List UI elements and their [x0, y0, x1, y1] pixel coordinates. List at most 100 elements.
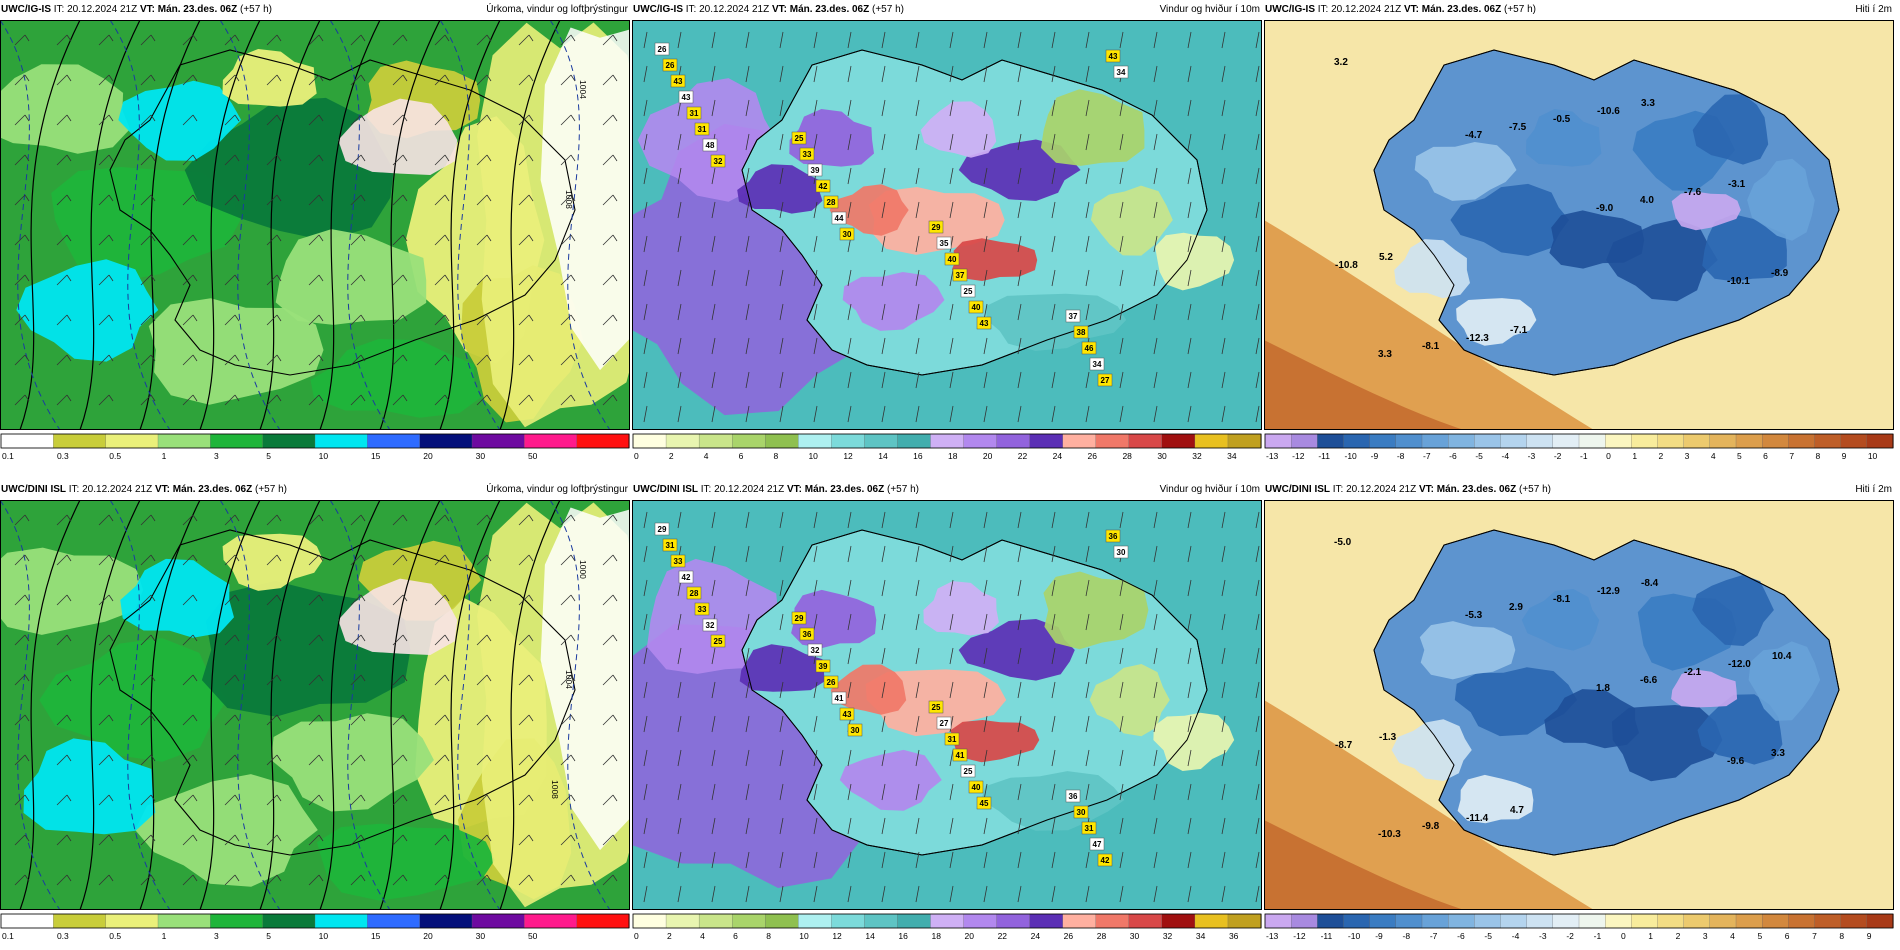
- wind-barb: [476, 634, 488, 646]
- precip-cell: [0, 547, 144, 635]
- wind-barb: [434, 674, 446, 686]
- map-area[interactable]: 1000 1004 1008: [0, 500, 630, 910]
- map-area[interactable]: 29 29 25 36 31 36 27 30 33 32 31 31 42 39 41 47 28 26 25 42…: [632, 500, 1262, 910]
- wind-barb-flag: [192, 34, 198, 42]
- panel-temp-igis: UWC/IG-IS IT: 20.12.2024 21Z VT: Mán. 23…: [1264, 0, 1894, 465]
- wind-arrow: [1187, 65, 1192, 83]
- colorbar-swatch: [1500, 913, 1528, 929]
- wind-barb-flag: [66, 394, 72, 402]
- wind-barb-flag: [318, 554, 324, 562]
- temp-label: -8.7: [1335, 740, 1353, 751]
- wind-arrow: [1153, 885, 1158, 903]
- gust-label-box: [1113, 545, 1129, 559]
- gust-label-text: 32: [714, 157, 723, 166]
- wind-barb-flag: [318, 794, 324, 802]
- it-label: IT:: [1332, 484, 1344, 495]
- wind-barb-flag: [192, 234, 198, 242]
- wind-barb: [602, 274, 614, 286]
- map-area[interactable]: 1004 1008: [0, 20, 630, 430]
- wind-barb: [560, 874, 572, 886]
- wind-barb-flag: [528, 714, 534, 722]
- colorbar-swatch: [1194, 433, 1229, 449]
- colorbar-canvas: -13 -12 -11 -10 -9 -8 -7 -6 -5 -4 -3 -2 -1 0 1 2 3 4 5 6 7 8 9: [1264, 913, 1894, 941]
- colorbar-swatch: [157, 433, 211, 449]
- wind-barb: [392, 394, 404, 406]
- wind-barb-flag: [234, 874, 240, 882]
- wind-barb: [602, 754, 614, 766]
- wind-barb-flag: [318, 234, 324, 242]
- wind-barb: [350, 314, 362, 326]
- wind-arrow: [915, 371, 920, 389]
- wind-barb-flag: [360, 674, 366, 682]
- wind-barb-flag: [150, 634, 156, 642]
- wind-barb: [224, 594, 236, 606]
- wind-arrow: [779, 545, 784, 563]
- wind-barb-flag: [234, 274, 240, 282]
- wind-barb-flag: [570, 794, 576, 802]
- colorbar-swatch: [1474, 433, 1502, 449]
- colorbar-swatch: [1343, 433, 1371, 449]
- gust-label: 36: [799, 627, 815, 641]
- wind-arrow: [1187, 511, 1192, 529]
- gust-label-text: 42: [819, 182, 828, 191]
- wind-barb-flag: [24, 794, 30, 802]
- wind-arrow: [1017, 851, 1022, 869]
- wind-arrow: [1051, 235, 1056, 253]
- gust-label-box: [710, 154, 726, 168]
- wind-barb: [224, 354, 236, 366]
- gust-label-text: 36: [1069, 792, 1078, 801]
- temp-label: -8.9: [1771, 268, 1789, 279]
- wind-barb: [266, 754, 278, 766]
- wind-arrow: [1221, 749, 1226, 767]
- colorbar-tick-label: -10: [1345, 451, 1358, 461]
- gust-label-box: [1105, 529, 1121, 543]
- wind-arrow: [881, 405, 886, 423]
- wind-barb: [602, 154, 614, 166]
- wind-arrow: [1051, 269, 1056, 287]
- wind-arrow: [1051, 99, 1056, 117]
- wind-barb: [182, 114, 194, 126]
- wind-arrow: [847, 31, 852, 49]
- wind-barb-flag: [612, 554, 618, 562]
- map-frame: [1264, 20, 1894, 430]
- wind-barb-flag: [192, 834, 198, 842]
- wind-barb: [560, 714, 572, 726]
- wind-barb: [224, 754, 236, 766]
- colorbar-tick-label: 8: [774, 451, 779, 461]
- wind-barb: [602, 354, 614, 366]
- wind-barb: [518, 834, 530, 846]
- wind-arrow: [1119, 885, 1124, 903]
- wind-barb: [182, 154, 194, 166]
- colorbar-swatch: [1264, 433, 1292, 449]
- wind-barb-flag: [276, 554, 282, 562]
- wind-barb-flag: [234, 194, 240, 202]
- wind-barb-flag: [318, 874, 324, 882]
- wind-arrow: [711, 405, 716, 423]
- precip-cell: [16, 259, 159, 362]
- wind-barb-flag: [234, 714, 240, 722]
- wind-arrow: [1017, 167, 1022, 185]
- wind-barb-flag: [444, 674, 450, 682]
- colorbar-tick-label: -4: [1512, 931, 1520, 941]
- wind-barb-flag: [570, 514, 576, 522]
- wind-barb: [602, 34, 614, 46]
- wind-arrow: [949, 851, 954, 869]
- colorbar-tick-label: 50: [528, 451, 538, 461]
- wind-barb-flag: [108, 794, 114, 802]
- map-area[interactable]: -5.0 -5.3 1.8 -9.6 -10.3 2.9 -6.6 3.3 -9.8 -8.1 -2…: [1264, 500, 1894, 910]
- gust-label-text: 25: [964, 767, 973, 776]
- map-area[interactable]: 3.2 -4.7 -9.0 -10.1 3.3 -7.5 4.0 -8.9 -8.1 -0.5 -7…: [1264, 20, 1894, 430]
- wind-barb: [224, 274, 236, 286]
- wind-barb: [224, 714, 236, 726]
- colorbar-swatch: [1317, 433, 1345, 449]
- map-canvas: 3.2-4.7-9.0-10.13.3-7.54.0-8.9-8.1-0.5-7…: [1264, 20, 1894, 430]
- wind-arrow: [1187, 545, 1192, 563]
- map-area[interactable]: 26 25 29 37 26 33 35 38 43 39 40 46 43 42 37 34 31 28 25 27…: [632, 20, 1262, 430]
- gust-label-text: 31: [698, 125, 707, 134]
- wind-arrow: [1051, 545, 1056, 563]
- colorbar-swatch: [262, 433, 316, 449]
- wind-barb: [602, 234, 614, 246]
- gust-label: 48: [702, 138, 718, 152]
- wind-barb-flag: [108, 194, 114, 202]
- wind-barb-flag: [612, 834, 618, 842]
